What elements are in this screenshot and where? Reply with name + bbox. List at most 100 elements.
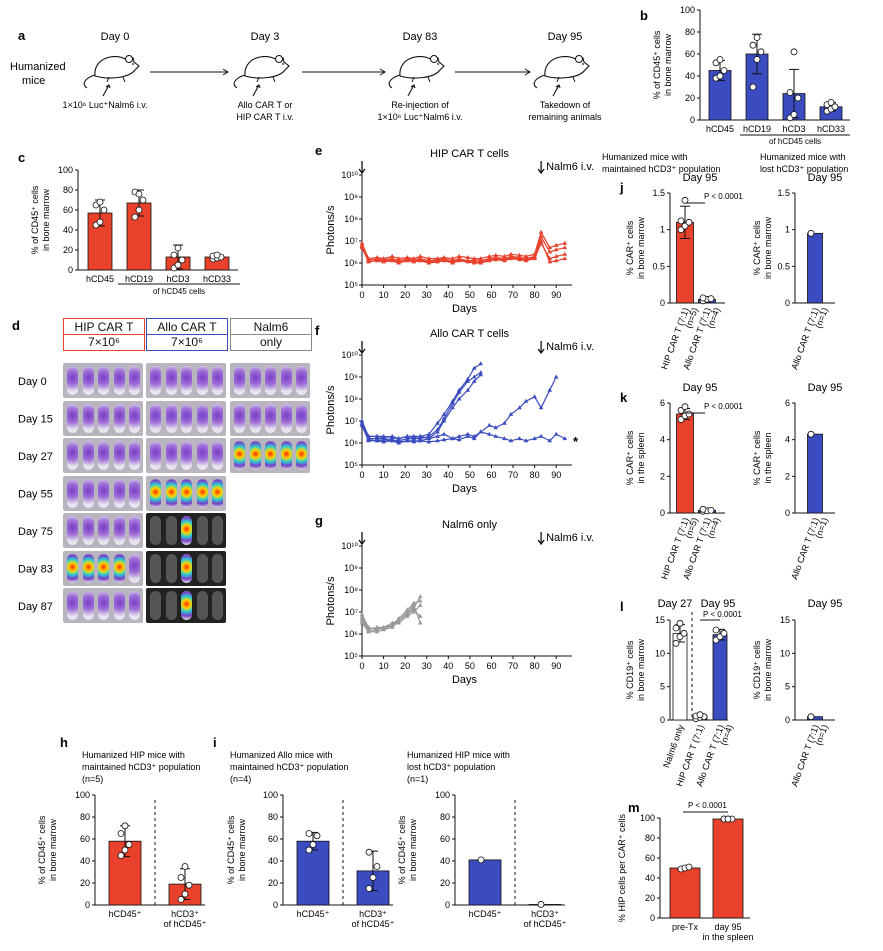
data-point	[786, 89, 794, 96]
mouse-ear	[575, 55, 583, 63]
data-point	[365, 885, 373, 892]
y-tick-label: 100	[58, 165, 73, 175]
mouse-icon	[83, 55, 140, 89]
group-header: Nalm6 only	[230, 318, 312, 351]
mouse-silhouette	[181, 366, 192, 395]
series-point	[487, 253, 492, 258]
annotation-label: Nalm6 i.v.	[546, 341, 594, 353]
y-tick-label: 0	[650, 913, 655, 923]
category-label: hCD3⁺	[171, 909, 199, 919]
series-point	[562, 245, 568, 250]
chart-title: Day 95	[701, 598, 736, 610]
series-point	[381, 435, 386, 439]
series-point	[411, 258, 417, 263]
y-tick-label: 10	[780, 648, 790, 658]
series-point	[456, 253, 462, 258]
series-point	[538, 433, 544, 438]
mouse-silhouette	[212, 366, 223, 395]
y-tick-label: 40	[63, 225, 73, 235]
y-axis-label: % of CD45⁺ cells	[652, 30, 662, 99]
mouse-silhouette	[98, 516, 109, 545]
series-point	[508, 251, 514, 256]
mouse-silhouette	[296, 403, 307, 433]
day-label: Day 55	[18, 489, 53, 501]
y-axis-label: in bone marrow	[636, 638, 646, 701]
mouse-silhouette	[280, 441, 292, 470]
series-point	[465, 433, 471, 438]
data-point	[181, 890, 189, 898]
data-point	[720, 67, 728, 74]
series-point	[366, 259, 371, 264]
category-label: hCD3⁺	[531, 909, 559, 919]
series-point	[553, 431, 559, 436]
data-point	[749, 83, 757, 91]
bioluminescence-image	[146, 550, 226, 586]
x-tick-label: 80	[530, 290, 540, 300]
injection-arrow-icon	[552, 84, 561, 97]
down-arrow-icon	[537, 161, 545, 175]
series-point	[381, 624, 386, 629]
x-tick-label: 20	[400, 661, 410, 671]
mouse-silhouette	[249, 441, 261, 470]
mouse-eye	[282, 63, 284, 65]
series-point	[417, 602, 423, 607]
data-point	[305, 846, 313, 854]
category-label: hCD3	[166, 274, 189, 284]
series-point	[359, 240, 365, 245]
y-axis-label: % CAR⁺ cells	[752, 220, 762, 275]
mouse-silhouette	[234, 403, 245, 433]
data-point	[135, 206, 143, 214]
mouse-silhouette	[82, 516, 94, 545]
series-point	[417, 438, 423, 443]
x-tick-label: 90	[551, 470, 561, 480]
data-point	[125, 841, 133, 848]
mouse-silhouette	[280, 403, 292, 433]
series-line	[361, 376, 557, 440]
mouse-silhouette	[98, 478, 109, 508]
series-point	[456, 257, 462, 262]
chart-title: Day 95	[683, 382, 718, 394]
panel-header: (n=1)	[407, 774, 428, 784]
category-label: hCD19	[743, 124, 771, 134]
data-point	[807, 713, 815, 721]
mouse-silhouette	[129, 403, 140, 433]
y-tick-label: 10¹⁰	[341, 541, 358, 551]
y-axis-label: % CAR⁺ cells	[625, 430, 635, 485]
x-tick-label: 20	[400, 470, 410, 480]
y-tick-label: 100	[680, 5, 695, 15]
mouse-silhouette	[196, 591, 208, 620]
series-point	[538, 229, 544, 234]
mouse-silhouette	[98, 441, 109, 470]
mouse-tail	[83, 74, 96, 89]
series-point	[396, 256, 401, 261]
mouse-silhouette	[113, 441, 125, 470]
y-tick-label: 80	[268, 812, 278, 822]
row-label: mice	[22, 75, 45, 87]
y-tick-label: 0	[785, 298, 790, 308]
column-header: Humanized mice with	[760, 152, 846, 162]
chart-title: Allo CAR T cells	[430, 328, 510, 340]
series-point	[553, 242, 559, 247]
y-tick-label: 0	[785, 508, 790, 518]
data-point	[365, 848, 373, 856]
panel-label: j	[619, 180, 624, 195]
x-tick-label: 50	[465, 290, 475, 300]
series-point	[517, 436, 522, 441]
category-label: hCD3⁺	[359, 909, 387, 919]
mouse-silhouette	[296, 366, 307, 395]
y-tick-label: 0	[445, 900, 450, 910]
series-point	[478, 370, 483, 375]
data-point	[131, 213, 139, 221]
mouse-silhouette	[181, 591, 192, 620]
data-point	[831, 103, 839, 111]
category-label: hCD33	[203, 274, 231, 284]
panel-label: e	[315, 143, 322, 158]
group-title: HIP CAR T	[74, 320, 134, 334]
mouse-leg	[106, 76, 110, 83]
y-tick-label: 5	[785, 682, 790, 692]
series-point	[456, 396, 462, 401]
data-point	[117, 852, 125, 859]
mouse-silhouette	[129, 591, 140, 620]
series-point	[435, 429, 440, 434]
panel-header: maintained hCD3⁺ population	[230, 762, 348, 772]
